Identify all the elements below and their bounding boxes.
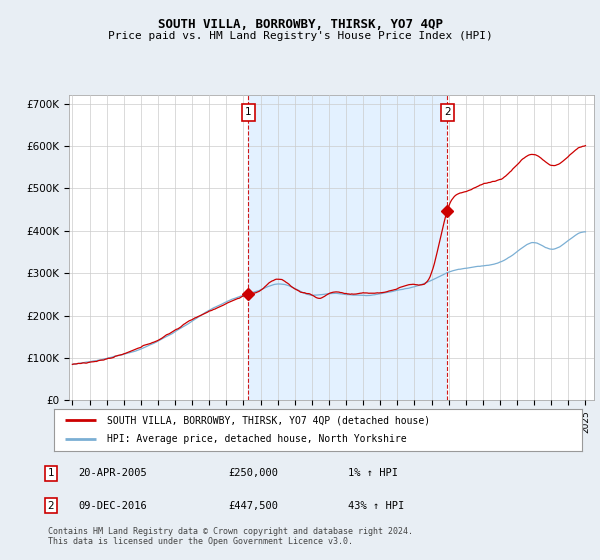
Text: HPI: Average price, detached house, North Yorkshire: HPI: Average price, detached house, Nort…	[107, 435, 406, 445]
Text: 1: 1	[47, 468, 55, 478]
Text: £250,000: £250,000	[228, 468, 278, 478]
Text: 20-APR-2005: 20-APR-2005	[78, 468, 147, 478]
Text: 09-DEC-2016: 09-DEC-2016	[78, 501, 147, 511]
Text: 43% ↑ HPI: 43% ↑ HPI	[348, 501, 404, 511]
Text: 2: 2	[444, 108, 451, 118]
Text: 1: 1	[245, 108, 252, 118]
Text: Price paid vs. HM Land Registry's House Price Index (HPI): Price paid vs. HM Land Registry's House …	[107, 31, 493, 41]
Bar	[248, 95, 447, 400]
Text: Contains HM Land Registry data © Crown copyright and database right 2024.
This d: Contains HM Land Registry data © Crown c…	[48, 526, 413, 546]
Text: 2: 2	[47, 501, 55, 511]
Text: £447,500: £447,500	[228, 501, 278, 511]
Text: 1% ↑ HPI: 1% ↑ HPI	[348, 468, 398, 478]
Text: SOUTH VILLA, BORROWBY, THIRSK, YO7 4QP (detached house): SOUTH VILLA, BORROWBY, THIRSK, YO7 4QP (…	[107, 415, 430, 425]
Text: SOUTH VILLA, BORROWBY, THIRSK, YO7 4QP: SOUTH VILLA, BORROWBY, THIRSK, YO7 4QP	[157, 18, 443, 31]
